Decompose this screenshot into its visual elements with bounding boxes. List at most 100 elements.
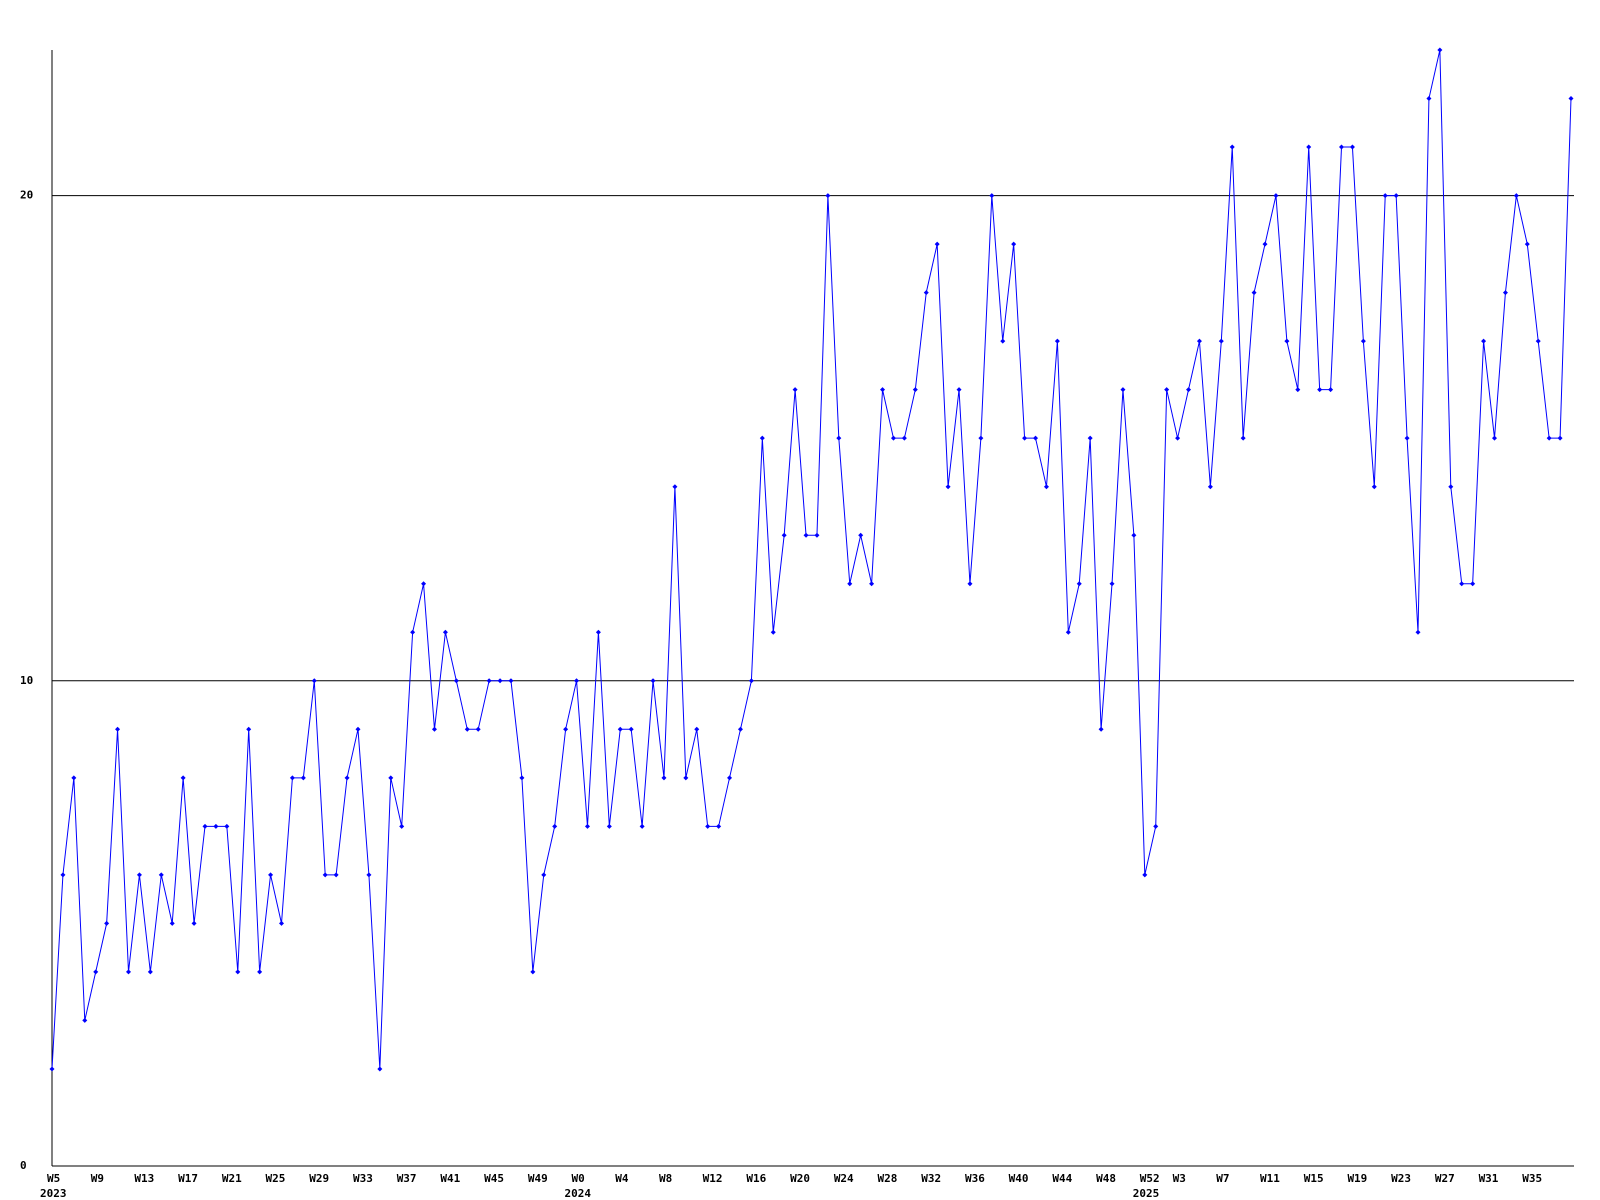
x-tick-label: W25 — [266, 1172, 286, 1185]
data-point — [246, 726, 252, 732]
data-point — [584, 823, 590, 829]
data-point — [759, 435, 765, 441]
data-point — [1054, 338, 1060, 344]
data-point — [1043, 484, 1049, 490]
x-tick-label: W40 — [1009, 1172, 1029, 1185]
data-point — [1000, 338, 1006, 344]
data-point — [694, 726, 700, 732]
data-point — [1087, 435, 1093, 441]
data-point — [377, 1066, 383, 1072]
data-point — [1065, 629, 1071, 635]
data-point — [1251, 290, 1257, 296]
data-point — [1175, 435, 1181, 441]
data-point — [1022, 435, 1028, 441]
data-point — [93, 969, 99, 975]
year-label: 2025 — [1133, 1187, 1160, 1200]
data-point — [1502, 290, 1508, 296]
x-tick-label: W33 — [353, 1172, 373, 1185]
data-point — [1076, 581, 1082, 587]
data-point — [49, 1066, 55, 1072]
data-point — [191, 920, 197, 926]
data-point — [1546, 435, 1552, 441]
data-point — [989, 193, 995, 199]
data-point — [1011, 241, 1017, 247]
y-tick-label: 10 — [20, 674, 33, 687]
data-point — [125, 969, 131, 975]
data-point — [541, 872, 547, 878]
data-point — [421, 581, 427, 587]
data-point — [147, 969, 153, 975]
x-tick-label: W32 — [921, 1172, 941, 1185]
data-point — [1470, 581, 1476, 587]
data-point — [1415, 629, 1421, 635]
data-point — [82, 1017, 88, 1023]
x-tick-label: W41 — [440, 1172, 460, 1185]
data-point — [497, 678, 503, 684]
data-point — [366, 872, 372, 878]
data-point — [530, 969, 536, 975]
data-point — [257, 969, 263, 975]
data-point — [1382, 193, 1388, 199]
data-point — [136, 872, 142, 878]
data-point — [1153, 823, 1159, 829]
data-point — [1098, 726, 1104, 732]
x-tick-label: W36 — [965, 1172, 985, 1185]
x-tick-label: W44 — [1052, 1172, 1072, 1185]
data-point — [1339, 144, 1345, 150]
data-point — [825, 193, 831, 199]
data-point — [716, 823, 722, 829]
x-tick-label: W16 — [746, 1172, 766, 1185]
data-point — [814, 532, 820, 538]
data-point — [639, 823, 645, 829]
x-tick-label: W5 — [47, 1172, 60, 1185]
data-point — [1186, 387, 1192, 393]
y-tick-label: 0 — [20, 1159, 27, 1172]
x-tick-label: W15 — [1304, 1172, 1324, 1185]
data-point — [1240, 435, 1246, 441]
x-tick-label: W49 — [528, 1172, 548, 1185]
data-point — [1393, 193, 1399, 199]
data-point — [574, 678, 580, 684]
data-point — [519, 775, 525, 781]
data-point — [300, 775, 306, 781]
data-point — [1120, 387, 1126, 393]
data-point — [967, 581, 973, 587]
data-point — [464, 726, 470, 732]
data-point — [355, 726, 361, 732]
data-point — [1371, 484, 1377, 490]
data-point — [1033, 435, 1039, 441]
x-tick-label: W52 — [1140, 1172, 1160, 1185]
data-point — [923, 290, 929, 296]
data-point — [1481, 338, 1487, 344]
x-tick-label: W7 — [1216, 1172, 1229, 1185]
data-point — [475, 726, 481, 732]
x-tick-label: W8 — [659, 1172, 672, 1185]
x-tick-label: W9 — [91, 1172, 104, 1185]
x-tick-label: W31 — [1479, 1172, 1499, 1185]
data-point — [1557, 435, 1563, 441]
data-point — [169, 920, 175, 926]
x-tick-label: W0 — [572, 1172, 585, 1185]
data-point — [727, 775, 733, 781]
data-point — [104, 920, 110, 926]
y-tick-label: 20 — [20, 189, 33, 202]
x-tick-label: W13 — [134, 1172, 154, 1185]
data-point — [1295, 387, 1301, 393]
data-point — [508, 678, 514, 684]
data-point — [410, 629, 416, 635]
data-point — [213, 823, 219, 829]
data-point — [453, 678, 459, 684]
x-tick-label: W48 — [1096, 1172, 1116, 1185]
data-point — [890, 435, 896, 441]
x-tick-label: W3 — [1173, 1172, 1186, 1185]
data-point — [60, 872, 66, 878]
data-point — [1218, 338, 1224, 344]
data-point — [858, 532, 864, 538]
data-point — [235, 969, 241, 975]
data-point — [661, 775, 667, 781]
data-point — [563, 726, 569, 732]
data-point — [792, 387, 798, 393]
data-point — [628, 726, 634, 732]
x-tick-label: W21 — [222, 1172, 242, 1185]
x-tick-label: W27 — [1435, 1172, 1455, 1185]
